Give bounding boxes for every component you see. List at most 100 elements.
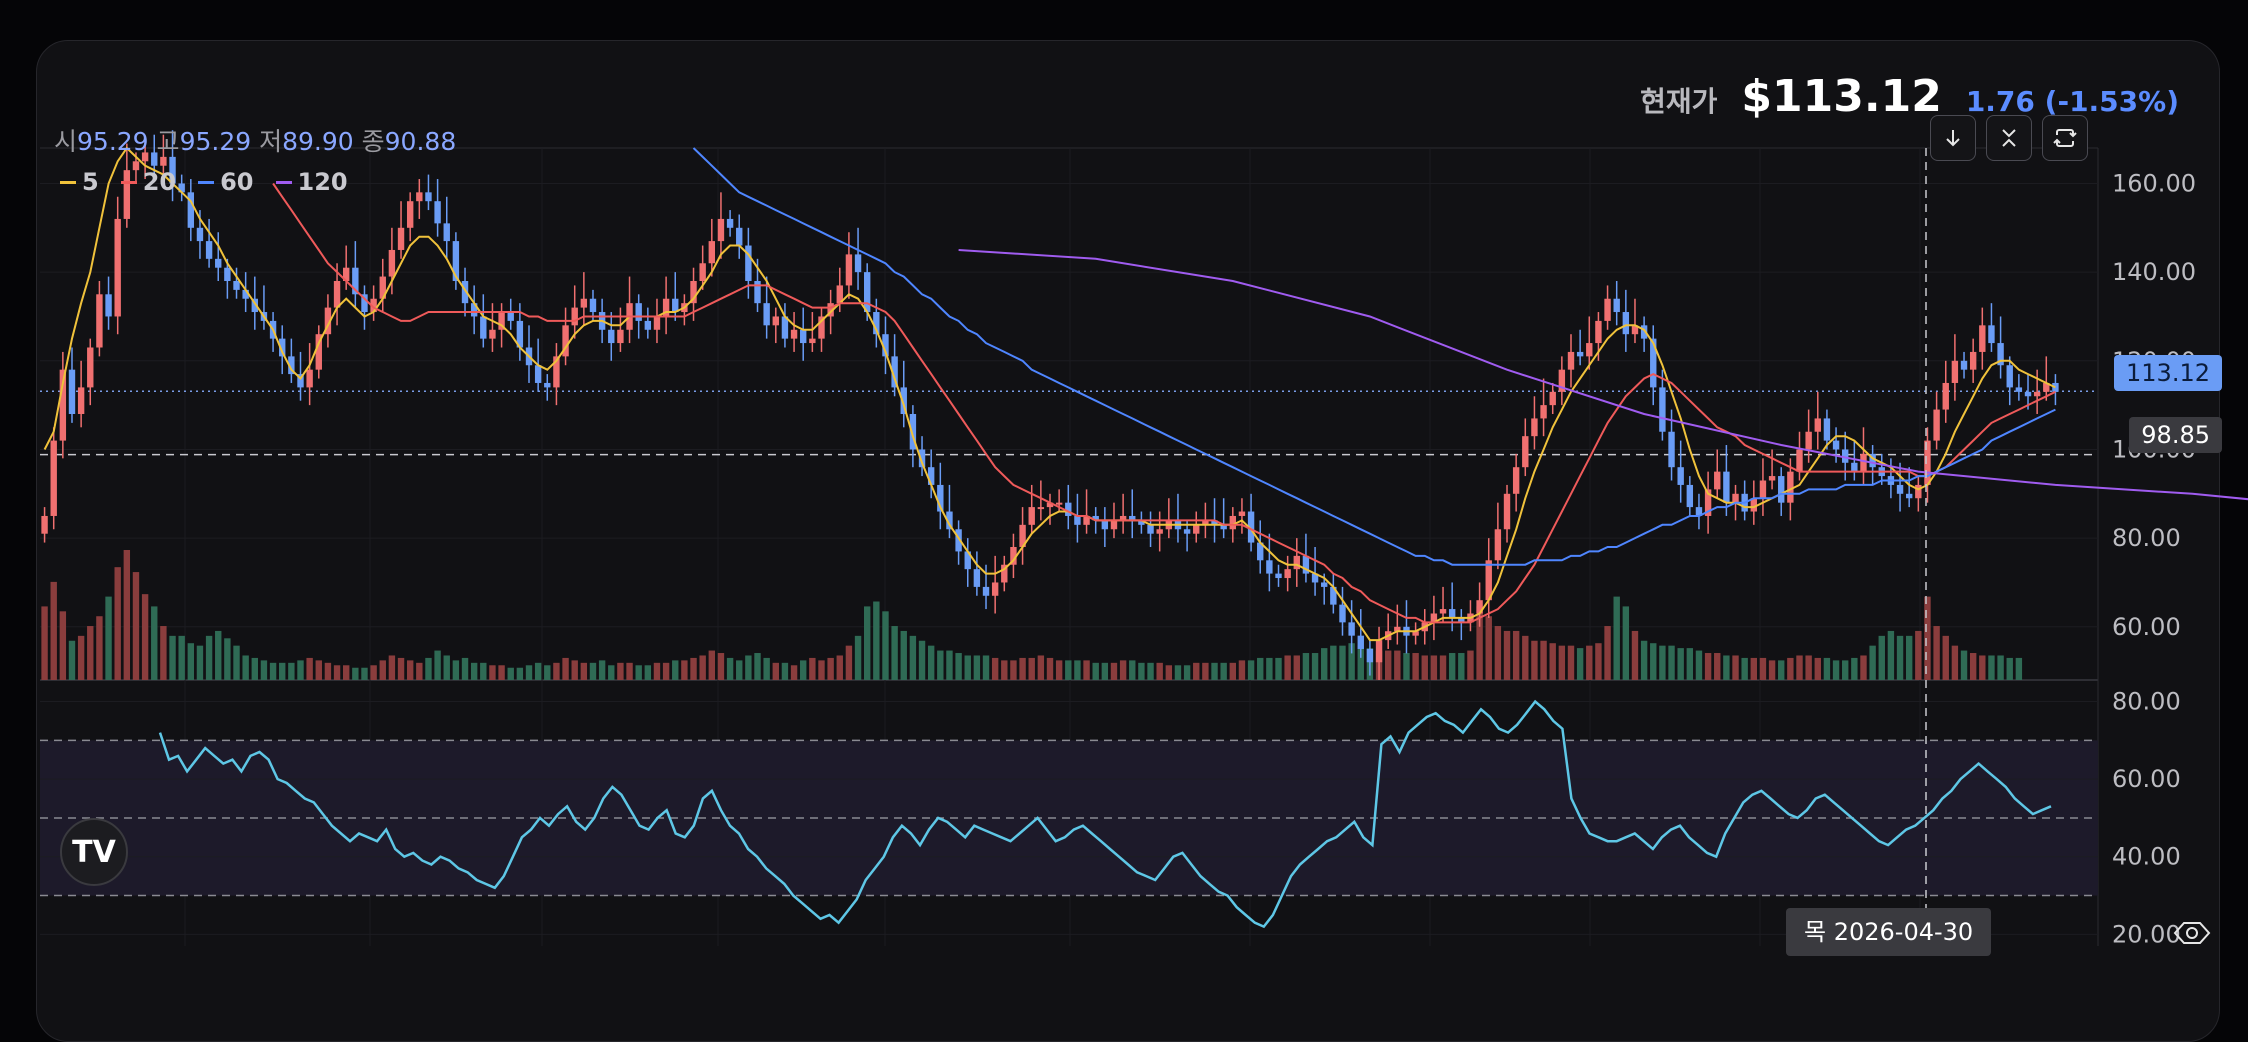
price-value: $113.12 — [1741, 71, 1942, 122]
candle-body — [991, 582, 999, 596]
volume-bar — [571, 660, 578, 680]
volume-bar — [991, 657, 999, 680]
volume-bar — [1403, 653, 1410, 680]
candle-body — [516, 320, 524, 348]
candle-body — [1366, 648, 1374, 663]
reset-button[interactable] — [2042, 115, 2088, 161]
candle-body — [1522, 436, 1529, 468]
volume-bar — [809, 657, 816, 680]
candle-body — [461, 281, 469, 304]
candle-body — [946, 511, 953, 530]
candle-body — [1010, 547, 1017, 565]
candle-body — [288, 356, 295, 375]
volume-bar — [205, 635, 213, 680]
candle-body — [114, 218, 121, 317]
eye-icon[interactable] — [2172, 918, 2212, 948]
volume-bar — [1842, 660, 1849, 680]
volume-bar — [1832, 660, 1840, 680]
candle-body — [1147, 524, 1154, 534]
volume-bar — [1092, 662, 1099, 680]
volume-bar — [1750, 657, 1757, 680]
legend-ma120[interactable]: 120 — [275, 168, 348, 196]
volume-bar — [1933, 626, 1940, 680]
volume-bar — [406, 660, 414, 680]
volume-bar — [818, 660, 825, 680]
candle-body — [1586, 343, 1593, 357]
volume-bar — [1302, 653, 1310, 680]
volume-bar — [1119, 660, 1127, 680]
candle-body — [297, 374, 304, 388]
candle-body — [1439, 609, 1447, 614]
candle-body — [1668, 431, 1675, 468]
volume-bar — [1567, 645, 1575, 680]
candle-body — [2033, 391, 2041, 397]
candle-body — [1969, 351, 1977, 370]
rsi-y-tick-label: 40.00 — [2112, 843, 2181, 871]
candle-body — [690, 281, 697, 304]
volume-bar — [1979, 655, 1986, 680]
close-label: 종 — [361, 127, 385, 156]
scroll-to-latest-button[interactable] — [1930, 115, 1976, 161]
volume-bar — [800, 660, 807, 680]
low-label: 저 — [259, 127, 283, 156]
volume-bar — [379, 660, 386, 680]
tradingview-logo[interactable]: TV — [60, 818, 128, 886]
candle-body — [699, 263, 706, 281]
legend-ma5[interactable]: 5 — [60, 168, 99, 196]
legend-swatch — [60, 180, 76, 184]
volume-bar — [141, 594, 149, 680]
volume-bar — [1156, 662, 1163, 680]
volume-bar — [1576, 648, 1584, 680]
candle-body — [534, 365, 542, 383]
volume-bar — [937, 650, 944, 680]
volume-bar — [269, 662, 277, 680]
candle-body — [1686, 484, 1694, 508]
volume-bar — [1549, 643, 1556, 680]
volume-bar — [763, 657, 770, 680]
candle-body — [608, 329, 615, 344]
volume-bar — [41, 606, 48, 680]
candle-body — [443, 223, 450, 242]
volume-bar — [343, 665, 350, 680]
candle-body — [1631, 325, 1639, 335]
candle-body — [1129, 515, 1136, 521]
volume-bar — [425, 657, 432, 680]
volume-bar — [1339, 645, 1346, 680]
legend-swatch — [198, 180, 215, 184]
candle-body — [41, 515, 48, 534]
volume-bar — [1988, 655, 1995, 680]
volume-bar — [745, 655, 752, 680]
candle-body — [1476, 600, 1483, 614]
candle-body — [233, 281, 240, 290]
volume-bar — [160, 626, 167, 680]
candle-body — [863, 272, 871, 313]
candle-body — [1220, 524, 1227, 530]
volume-bar — [1741, 657, 1748, 680]
volume-bar — [1714, 653, 1721, 680]
volume-bar — [315, 660, 322, 680]
volume-bar — [1110, 662, 1118, 680]
volume-bar — [397, 657, 405, 680]
candle-body — [205, 241, 213, 259]
volume-bar — [77, 635, 85, 680]
candle-body — [873, 312, 880, 335]
volume-bar — [333, 665, 341, 680]
candle-body — [571, 307, 578, 326]
legend-ma20[interactable]: 20 — [120, 168, 176, 196]
legend-ma60[interactable]: 60 — [198, 168, 254, 196]
volume-bar — [1650, 643, 1657, 680]
volume-bar — [1869, 645, 1876, 680]
volume-bar — [68, 640, 76, 680]
candle-body — [1101, 520, 1109, 530]
legend-swatch — [275, 180, 292, 184]
volume-bar — [132, 572, 140, 680]
volume-bar — [955, 653, 962, 680]
candle-body — [1796, 449, 1803, 472]
collapse-button[interactable] — [1986, 115, 2032, 161]
volume-bar — [1558, 645, 1566, 680]
crosshair-price-tag: 98.85 — [2129, 417, 2222, 453]
candle-body — [973, 569, 981, 587]
candle-body — [1540, 405, 1547, 419]
ma120-line — [958, 249, 2248, 501]
